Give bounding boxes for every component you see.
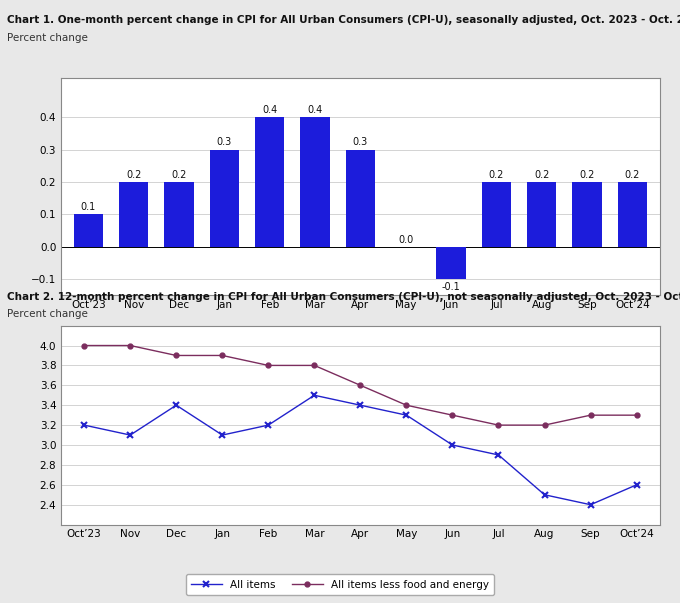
Text: 0.3: 0.3 xyxy=(217,137,232,147)
Text: 0.2: 0.2 xyxy=(625,170,640,180)
Bar xyxy=(481,182,511,247)
Bar xyxy=(617,182,647,247)
Text: 0.2: 0.2 xyxy=(534,170,549,180)
Text: 0.3: 0.3 xyxy=(353,137,368,147)
Text: Chart 1. One-month percent change in CPI for All Urban Consumers (CPI-U), season: Chart 1. One-month percent change in CPI… xyxy=(7,15,680,25)
Text: Percent change: Percent change xyxy=(7,33,88,43)
Text: -0.1: -0.1 xyxy=(442,282,460,291)
Text: 0.4: 0.4 xyxy=(262,105,277,115)
Text: 0.0: 0.0 xyxy=(398,235,413,245)
Text: 0.4: 0.4 xyxy=(307,105,323,115)
Bar xyxy=(255,117,284,247)
Legend: All items, All items less food and energy: All items, All items less food and energ… xyxy=(186,575,494,595)
Bar xyxy=(573,182,602,247)
Text: Percent change: Percent change xyxy=(7,309,88,320)
Text: 0.1: 0.1 xyxy=(81,202,96,212)
Bar xyxy=(119,182,148,247)
Text: 0.2: 0.2 xyxy=(579,170,595,180)
Bar xyxy=(345,150,375,247)
Bar xyxy=(165,182,194,247)
Text: Chart 2. 12-month percent change in CPI for All Urban Consumers (CPI-U), not sea: Chart 2. 12-month percent change in CPI … xyxy=(7,292,680,303)
Bar xyxy=(437,247,466,279)
Text: 0.2: 0.2 xyxy=(126,170,141,180)
Text: 0.2: 0.2 xyxy=(171,170,187,180)
Bar xyxy=(527,182,556,247)
Bar xyxy=(73,215,103,247)
Text: 0.2: 0.2 xyxy=(489,170,504,180)
Bar xyxy=(209,150,239,247)
Bar xyxy=(301,117,330,247)
